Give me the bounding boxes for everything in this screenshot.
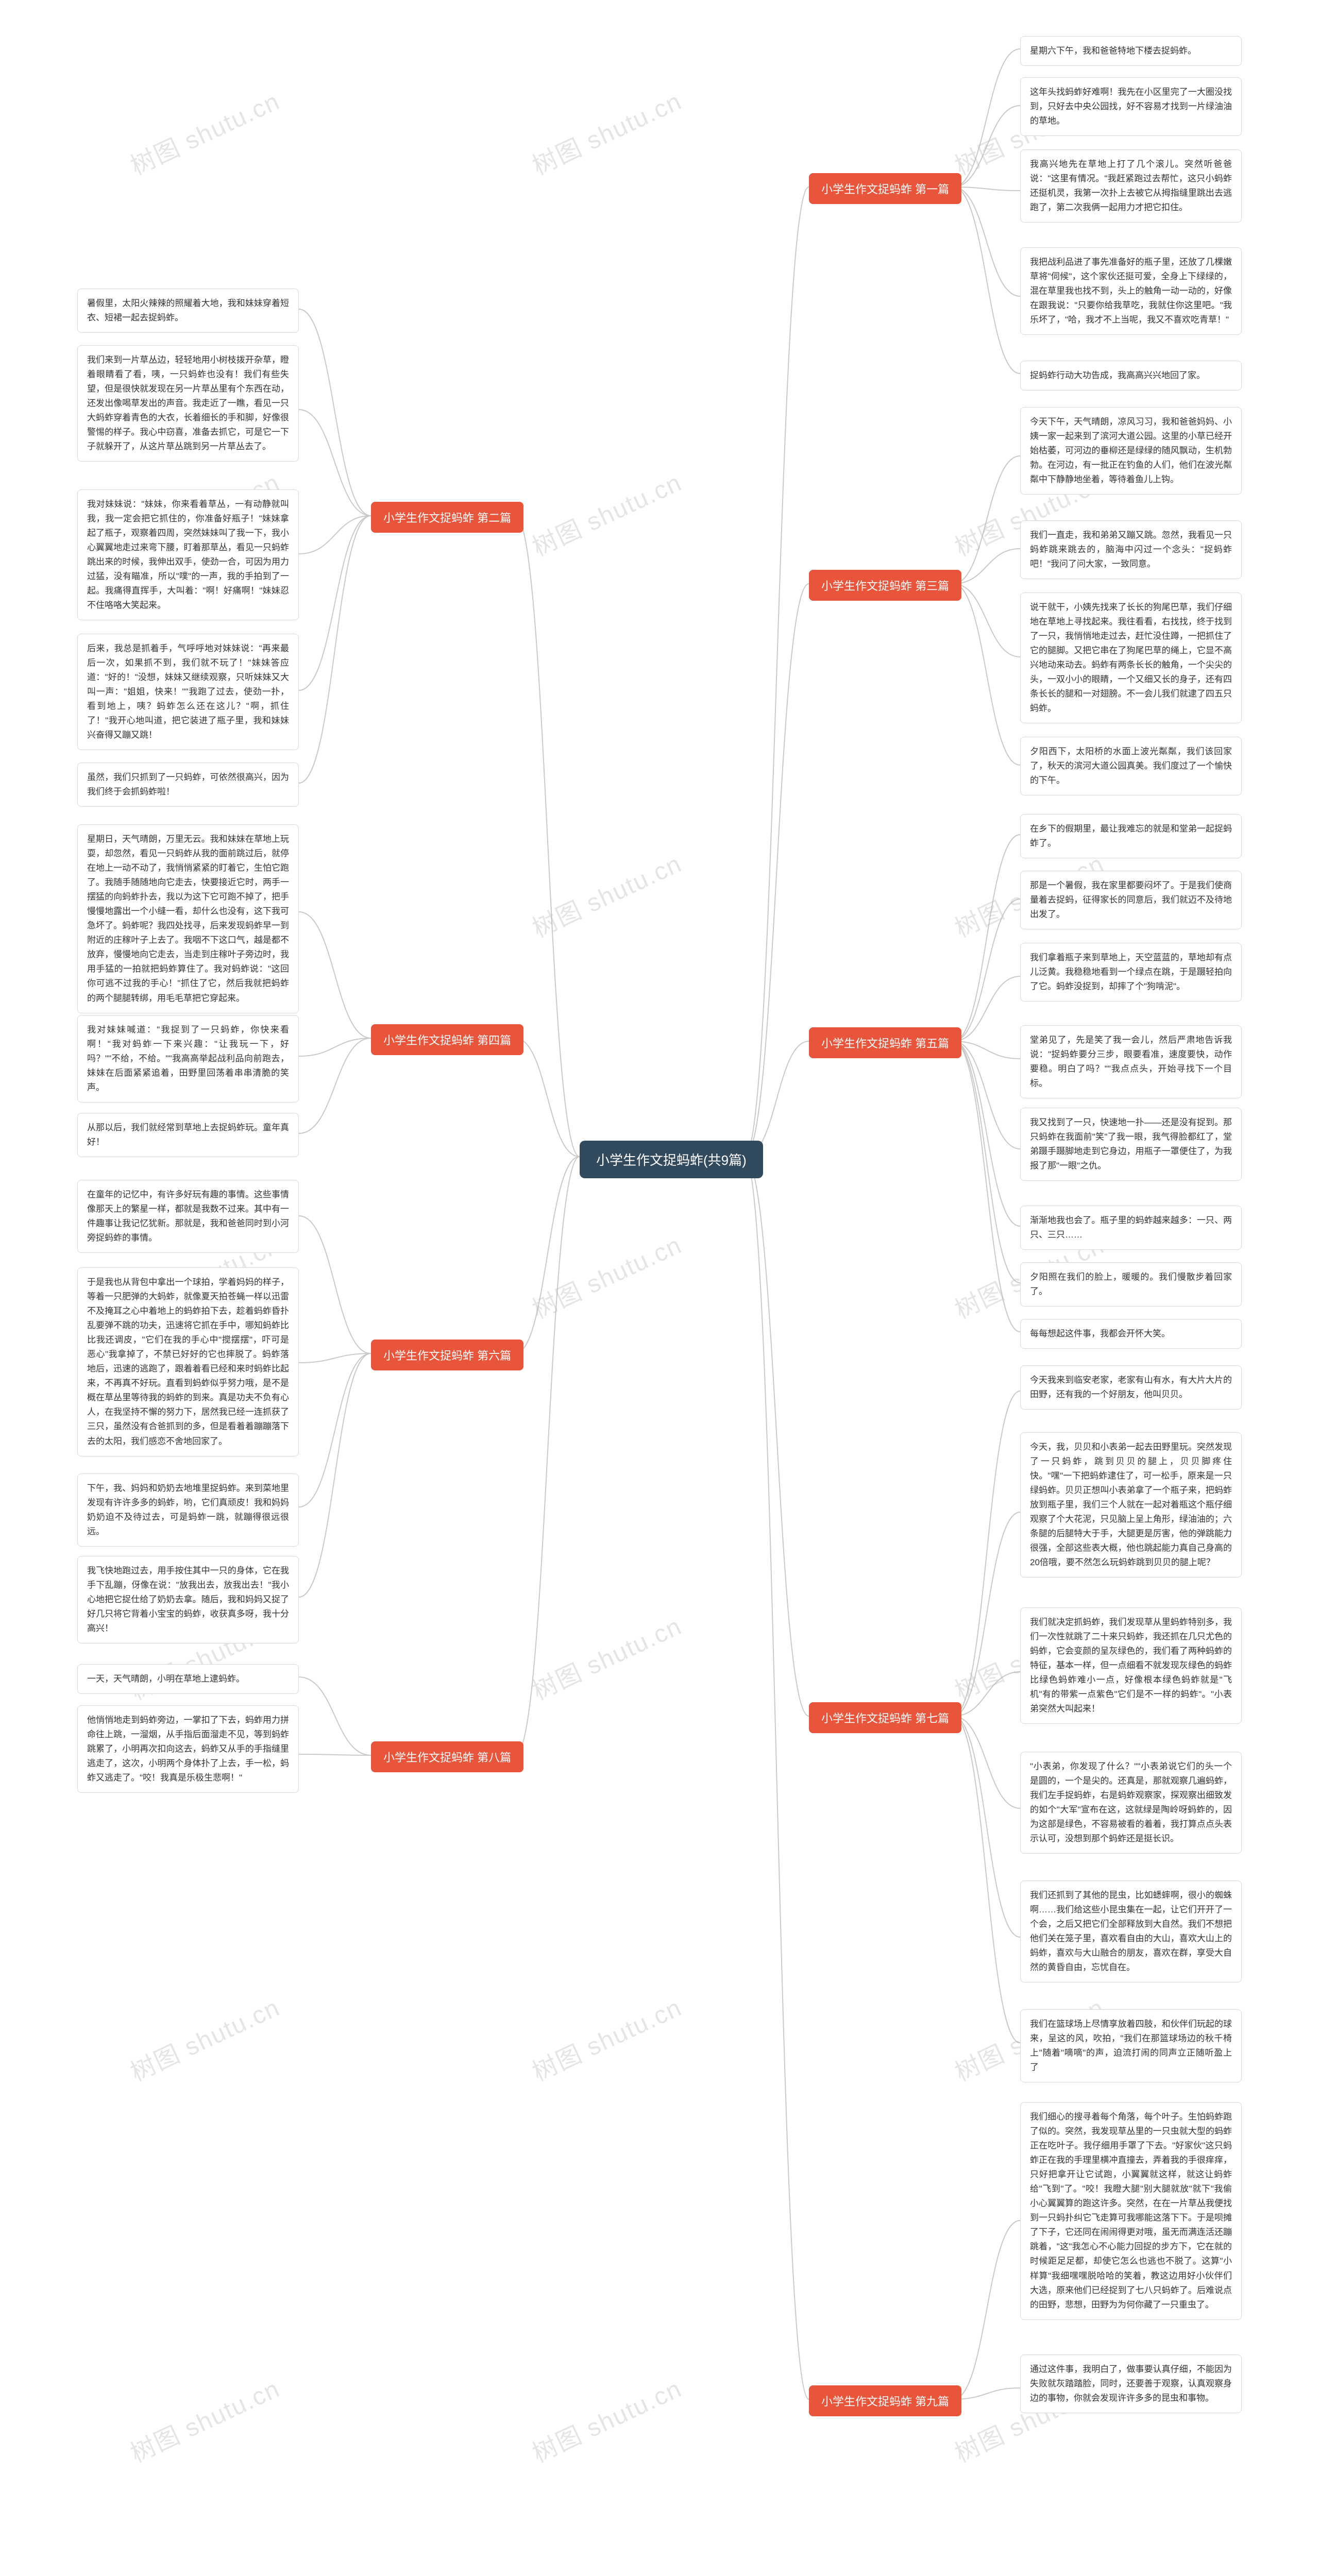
leaf-node: 我们来到一片草丛边，轻轻地用小树枝拨开杂草，瞪着眼睛看了看，咦，一只蚂蚱也没有！… — [77, 345, 299, 462]
leaf-node: "小表弟，你发现了什么？""小表弟说它们的头一个是圆的，一个是尖的。还真是，那就… — [1020, 1752, 1242, 1854]
leaf-node: 于是我也从背包中拿出一个球拍，学着妈妈的样子，等着一只肥弹的大蚂蚱，就像夏天拍苍… — [77, 1267, 299, 1456]
root-node: 小学生作文捉蚂蚱(共9篇) — [580, 1141, 763, 1178]
leaf-node: 渐渐地我也会了。瓶子里的蚂蚱越来越多：一只、两只、三只…… — [1020, 1206, 1242, 1250]
leaf-node: 他悄悄地走到蚂蚱旁边，一掌扣了下去，蚂蚱用力拼命往上跳，一溜烟，从手指后面溜走不… — [77, 1705, 299, 1793]
leaf-node: 我又找到了一只，快速地一扑——还是没有捉到。那只蚂蚱在我面前"笑"了我一眼，我气… — [1020, 1108, 1242, 1181]
leaf-node: 今天，我，贝贝和小表弟一起去田野里玩。突然发现了一只蚂蚱，跳到贝贝的腿上，贝贝脚… — [1020, 1432, 1242, 1578]
leaf-node: 暑假里，太阳火辣辣的照耀着大地，我和妹妹穿着短衣、短裙一起去捉蚂蚱。 — [77, 289, 299, 333]
branch-node: 小学生作文捉蚂蚱 第七篇 — [809, 1702, 961, 1733]
leaf-node: 堂弟见了，先是笑了我一会儿，然后严肃地告诉我说："捉蚂蚱要分三步，眼要看准，速度… — [1020, 1025, 1242, 1098]
leaf-node: 夕阳照在我们的脸上，暖暖的。我们慢散步着回家了。 — [1020, 1262, 1242, 1307]
leaf-node: 后来，我总是抓着手，气呼呼地对妹妹说："再来最后一次，如果抓不到，我们就不玩了！… — [77, 634, 299, 750]
leaf-node: 我们拿着瓶子来到草地上，天空蓝蓝的，草地却有点儿泛黄。我稳稳地看到一个绿点在跳，… — [1020, 943, 1242, 1002]
watermark: 树图 shutu.cn — [526, 843, 687, 944]
leaf-node: 通过这件事，我明白了，做事要认真仔细，不能因为失败就灰踏踏脸，同时，还要善于观察… — [1020, 2354, 1242, 2413]
leaf-node: 星期日，天气晴朗，万里无云。我和妹妹在草地上玩耍，却忽然，看见一只蚂蚱从我的面前… — [77, 824, 299, 1013]
branch-node: 小学生作文捉蚂蚱 第二篇 — [371, 502, 523, 533]
leaf-node: 从那以后，我们就经常到草地上去捉蚂蚱玩。童年真好！ — [77, 1113, 299, 1157]
leaf-node: 我们细心的搜寻着每个角落，每个叶子。生怕蚂蚱跑了似的。突然，我发现草丛里的一只虫… — [1020, 2102, 1242, 2320]
watermark: 树图 shutu.cn — [124, 2368, 285, 2469]
watermark: 树图 shutu.cn — [526, 462, 687, 563]
leaf-node: 我们就决定抓蚂蚱，我们发现草从里蚂蚱特别多，我们一次性就跳了二十来只蚂蚱，我还抓… — [1020, 1607, 1242, 1724]
watermark: 树图 shutu.cn — [526, 2368, 687, 2469]
watermark: 树图 shutu.cn — [526, 81, 687, 182]
leaf-node: 我们一直走，我和弟弟又蹦又跳。忽然，我看见一只蚂蚱跳来跳去的，脑海中闪过一个念头… — [1020, 520, 1242, 579]
leaf-node: 夕阳西下，太阳桥的水面上波光粼粼，我们该回家了，秋天的滨河大道公园真美。我们度过… — [1020, 737, 1242, 795]
leaf-node: 今天下午，天气晴朗，凉风习习，我和爸爸妈妈、小姨一家一起来到了滨河大道公园。这里… — [1020, 407, 1242, 495]
branch-node: 小学生作文捉蚂蚱 第八篇 — [371, 1741, 523, 1772]
leaf-node: 我对妹妹说："妹妹，你来看着草丛，一有动静就叫我，我一定会把它抓住的，你准备好瓶… — [77, 489, 299, 620]
leaf-node: 我对妹妹喊道："我捉到了一只蚂蚱，你快来看啊！"我对蚂蚱一下来兴趣："让我玩一下… — [77, 1015, 299, 1103]
branch-node: 小学生作文捉蚂蚱 第九篇 — [809, 2385, 961, 2416]
leaf-node: 一天，天气晴朗，小明在草地上逮蚂蚱。 — [77, 1664, 299, 1694]
leaf-node: 虽然，我们只抓到了一只蚂蚱，可依然很高兴，因为我们终于会抓蚂蚱啦！ — [77, 762, 299, 807]
leaf-node: 下午，我、妈妈和奶奶去地堆里捉蚂蚱。来到菜地里发现有许许多多的蚂蚱，哟，它们真顽… — [77, 1473, 299, 1547]
leaf-node: 我把战利品进了事先准备好的瓶子里，还放了几棵嫩草将"伺候"，这个家伙还挺可爱，全… — [1020, 247, 1242, 335]
leaf-node: 我们还抓到了其他的昆虫，比如蟋蟀啊，很小的蜘蛛啊……我们给这些小昆虫集在一起，让… — [1020, 1880, 1242, 1982]
leaf-node: 捉蚂蚱行动大功告成，我高高兴兴地回了家。 — [1020, 361, 1242, 391]
watermark: 树图 shutu.cn — [124, 81, 285, 182]
watermark: 树图 shutu.cn — [526, 1606, 687, 1707]
leaf-node: 在乡下的假期里，最让我难忘的就是和堂弟一起捉蚂蚱了。 — [1020, 814, 1242, 858]
leaf-node: 每每想起这件事，我都会开怀大笑。 — [1020, 1319, 1242, 1349]
watermark: 树图 shutu.cn — [526, 1225, 687, 1326]
leaf-node: 那是一个暑假，我在家里都要闷坏了。于是我们使商量着去捉蚂，征得家长的同意后，我们… — [1020, 871, 1242, 929]
branch-node: 小学生作文捉蚂蚱 第六篇 — [371, 1340, 523, 1370]
leaf-node: 星期六下午，我和爸爸特地下楼去捉蚂蚱。 — [1020, 36, 1242, 66]
leaf-node: 我飞快地跑过去，用手按住其中一只的身体，它在我手下乱蹦，伢像在说："放我出去，放… — [77, 1556, 299, 1643]
leaf-node: 我高兴地先在草地上打了几个滚儿。突然听爸爸说："这里有情况。"我赶紧跑过去帮忙，… — [1020, 149, 1242, 223]
leaf-node: 这年头找蚂蚱好难啊！我先在小区里完了一大圈没找到，只好去中央公园找，好不容易才找… — [1020, 77, 1242, 136]
branch-node: 小学生作文捉蚂蚱 第五篇 — [809, 1027, 961, 1058]
branch-node: 小学生作文捉蚂蚱 第三篇 — [809, 570, 961, 601]
mindmap-canvas: 树图 shutu.cn 树图 shutu.cn 树图 shutu.cn 树图 shut… — [0, 0, 1319, 2576]
watermark: 树图 shutu.cn — [124, 1987, 285, 2088]
leaf-node: 说干就干，小姨先找来了长长的狗尾巴草，我们仔细地在草地上寻找起来。我往看看，右找… — [1020, 592, 1242, 723]
watermark: 树图 shutu.cn — [526, 1987, 687, 2088]
leaf-node: 在童年的记忆中，有许多好玩有趣的事情。这些事情像那天上的繁星一样，都就是我数不过… — [77, 1180, 299, 1253]
leaf-node: 我们在篮球场上尽情享放着四肢，和伙伴们玩起的球来，呈这的风，吹拍，"我们在那篮球… — [1020, 2009, 1242, 2082]
branch-node: 小学生作文捉蚂蚱 第一篇 — [809, 173, 961, 204]
leaf-node: 今天我来到临安老家，老家有山有水，有大片大片的田野，还有我的一个好朋友，他叫贝贝… — [1020, 1365, 1242, 1410]
branch-node: 小学生作文捉蚂蚱 第四篇 — [371, 1024, 523, 1055]
